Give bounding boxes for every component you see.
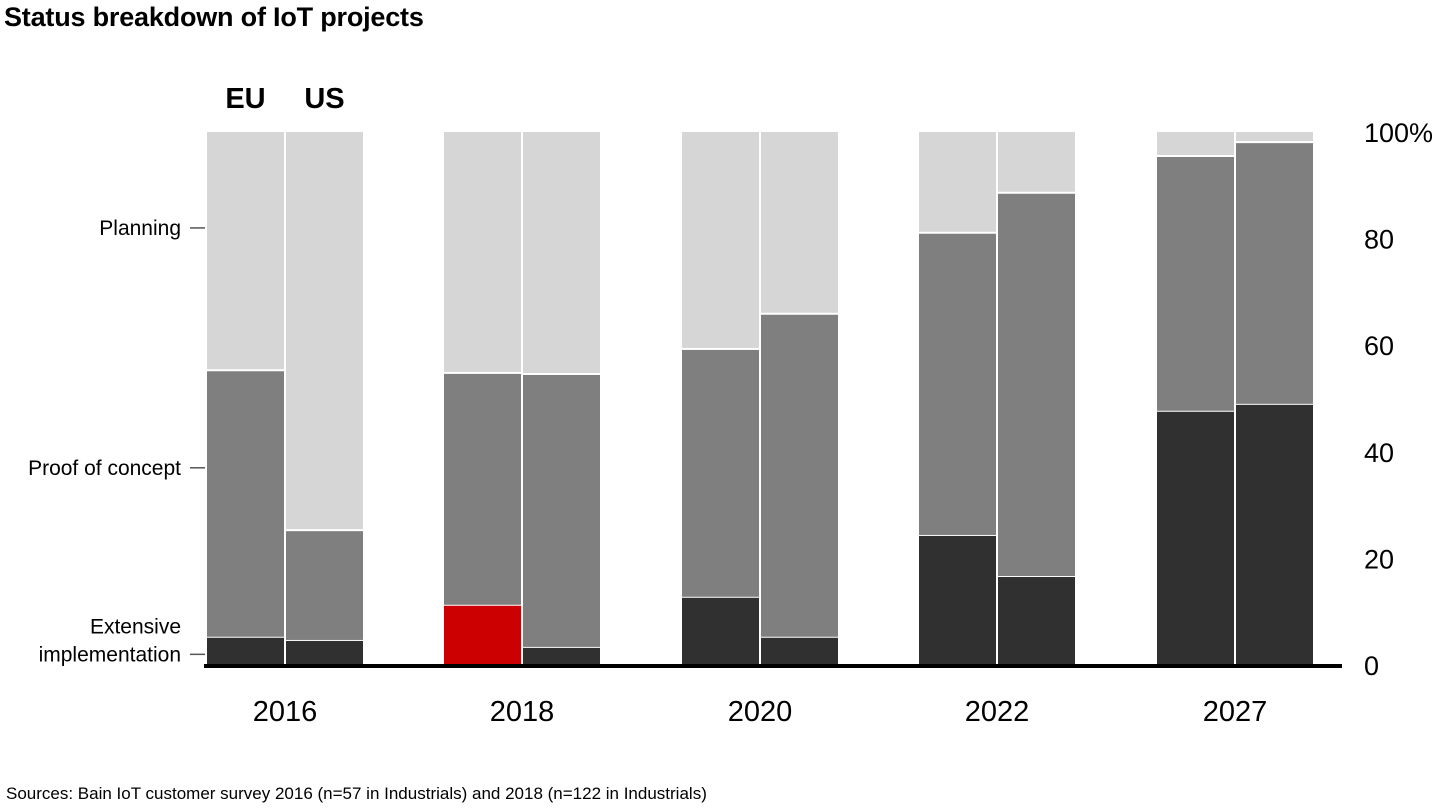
bar-segment-2016-us-planning [286, 132, 363, 530]
bar-segment-2020-eu-proof-of-concept [682, 349, 759, 597]
bar-segment-2018-eu-extensive-implementation [444, 605, 521, 665]
bar-segment-2018-eu-planning [444, 132, 521, 372]
bar-segment-2027-us-proof-of-concept [1236, 143, 1313, 404]
segment-labels: Extensive implementation Proof of concept P… [28, 217, 205, 666]
x-tick-label-2020: 2020 [728, 696, 793, 728]
bar-segment-2027-us-planning [1236, 132, 1313, 142]
bar-segment-2018-us-planning [523, 132, 600, 373]
bar-segment-2016-us-extensive-implementation [286, 640, 363, 665]
bar-segment-2020-us-planning [761, 132, 838, 313]
bar-segment-2027-eu-extensive-implementation [1157, 411, 1234, 665]
bar-segment-2018-us-extensive-implementation [523, 647, 600, 665]
bar-segment-2022-us-planning [998, 132, 1075, 192]
source-note: Sources: Bain IoT customer survey 2016 (… [6, 784, 707, 803]
bar-segment-2016-us-proof-of-concept [286, 531, 363, 640]
bar-segment-2022-us-extensive-implementation [998, 576, 1075, 665]
x-tick-label-2018: 2018 [490, 696, 555, 728]
bar-segment-2018-us-proof-of-concept [523, 374, 600, 647]
bar-segment-2016-eu-proof-of-concept [207, 371, 284, 637]
bar-segment-2020-us-proof-of-concept [761, 314, 838, 637]
group-label-us: US [304, 83, 344, 115]
bar-segment-2027-eu-planning [1157, 132, 1234, 155]
x-tick-label-2022: 2022 [965, 696, 1030, 728]
bar-segment-2020-eu-extensive-implementation [682, 597, 759, 665]
bar-segment-2016-eu-planning [207, 132, 284, 370]
y-tick-label-80: 80 [1364, 225, 1394, 255]
group-labels: EU US [225, 83, 344, 115]
y-tick-label-100: 100% [1364, 118, 1433, 148]
x-tick-labels: 2016 2018 2020 2022 2027 [253, 696, 1268, 728]
bar-segment-2027-eu-proof-of-concept [1157, 156, 1234, 411]
segment-label-proof-of-concept: Proof of concept [28, 457, 181, 480]
bar-segment-2016-eu-extensive-implementation [207, 637, 284, 665]
segment-label-extensive-implementation: implementation [39, 643, 181, 666]
segment-label-extensive-implementation: Extensive [90, 615, 181, 638]
group-label-eu: EU [225, 83, 265, 115]
x-tick-label-2027: 2027 [1203, 696, 1268, 728]
y-tick-label-40: 40 [1364, 438, 1394, 468]
y-tick-labels: 0 20 40 60 80 100% [1364, 118, 1433, 681]
bars-layer [207, 132, 1313, 665]
bar-segment-2020-eu-planning [682, 132, 759, 348]
bar-segment-2022-eu-proof-of-concept [919, 233, 996, 535]
bar-segment-2018-eu-proof-of-concept [444, 373, 521, 605]
bar-segment-2022-eu-planning [919, 132, 996, 232]
bar-segment-2020-us-extensive-implementation [761, 637, 838, 665]
y-tick-label-0: 0 [1364, 651, 1379, 681]
bar-segment-2022-eu-extensive-implementation [919, 535, 996, 665]
x-tick-label-2016: 2016 [253, 696, 318, 728]
bar-segment-2027-us-extensive-implementation [1236, 404, 1313, 665]
segment-label-planning: Planning [99, 217, 181, 240]
y-tick-label-20: 20 [1364, 544, 1394, 574]
bar-segment-2022-us-proof-of-concept [998, 193, 1075, 576]
y-tick-label-60: 60 [1364, 331, 1394, 361]
chart-title: Status breakdown of IoT projects [4, 2, 424, 32]
